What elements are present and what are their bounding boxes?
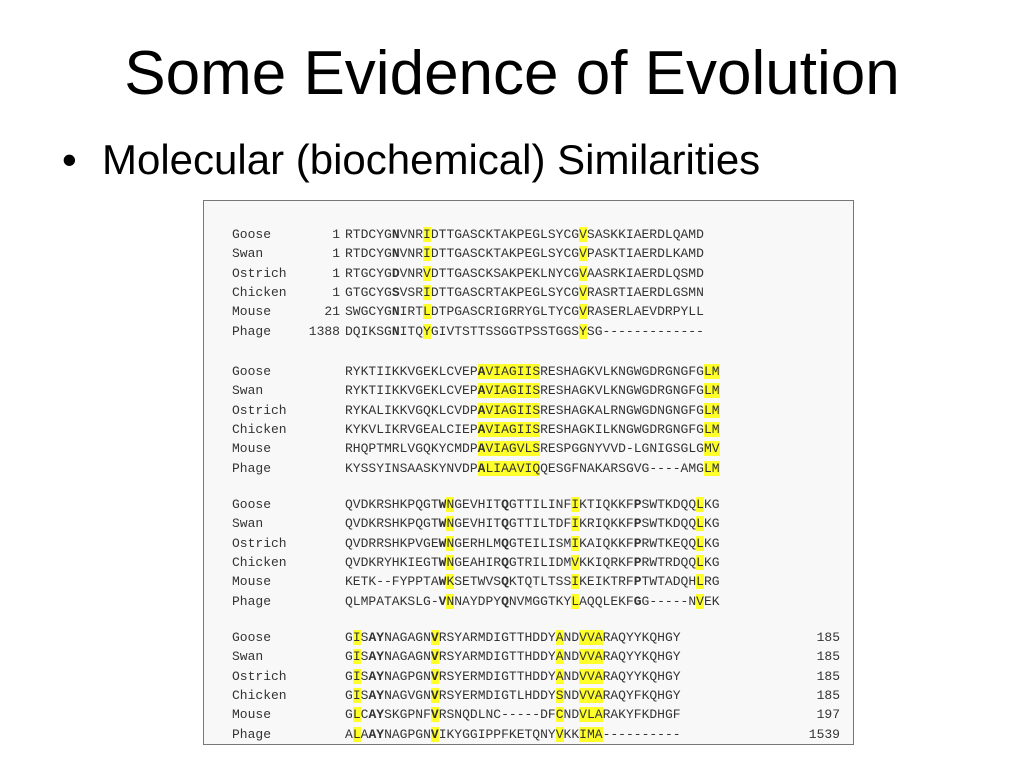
sequence: RTDCYGNVNRIDTTGASCKTAKPEGLSYCGVPASKTIAER… [345, 246, 704, 262]
start-position: 1 [332, 246, 340, 262]
alignment-row: Mouse RHQPTMRLVGQKYCMDPAVIAGVLSRESPGGNYVV… [204, 439, 853, 458]
species-name: Ostrich [232, 402, 287, 418]
sequence: QVDKRSHKPQGTWNGEVHITQGTTILTDFIKRIQKKFPSW… [345, 516, 720, 532]
species-name: Swan [232, 246, 264, 262]
sequence: GLCAYSKGPNFVRSNQDLNC-----DFCNDVLARAKYFKD… [345, 707, 681, 723]
alignment-row: Goose QVDKRSHKPQGTWNGEVHITQGTTILINFIKTIQK… [204, 495, 853, 514]
alignment-row: Phage ALAAYNAGPGNVIKYGGIPPFKETQNYVKKIMA--… [204, 725, 853, 744]
end-position: 185 [816, 668, 840, 684]
species-name: Goose [232, 497, 272, 512]
species-name: Goose [232, 630, 272, 645]
alignment-row: Ostrich GISAYNAGPGNVRSYERMDIGTTHDDYANDVVA… [204, 667, 853, 686]
sequence: RYKTIIKKVGEKLCVEPAVIAGIISRESHAGKVLKNGWGD… [345, 364, 720, 379]
alignment-row: Swan QVDKRSHKPQGTWNGEVHITQGTTILTDFIKRIQKK… [204, 514, 853, 533]
alignment-row: Goose RYKTIIKKVGEKLCVEPAVIAGIISRESHAGKVLK… [204, 362, 853, 381]
end-position: 197 [816, 707, 840, 723]
species-name: Mouse [232, 441, 272, 457]
species-name: Goose [232, 364, 272, 379]
species-name: Chicken [232, 284, 287, 300]
sequence: DQIKSGNITQYGIVTSTTSSGGTPSSTGGSYSG-------… [345, 323, 704, 339]
sequence: GISAYNAGPGNVRSYERMDIGTTHDDYANDVVARAQYYKQ… [345, 668, 681, 684]
species-name: Ostrich [232, 265, 287, 281]
sequence: KYKVLIKRVGEALCIEPAVIAGIISRESHAGKILKNGWGD… [345, 421, 720, 437]
sequence: KYSSYINSAASKYNVDPALIAAVIQQESGFNAKARSGVG-… [345, 460, 720, 476]
species-name: Ostrich [232, 535, 287, 551]
species-name: Phage [232, 460, 272, 476]
alignment-row: Ostrich QVDRRSHKPVGEWNGERHLMQGTEILISMIKAI… [204, 534, 853, 553]
species-name: Chicken [232, 687, 287, 703]
alignment-row: Mouse GLCAYSKGPNFVRSNQDLNC-----DFCNDVLARA… [204, 705, 853, 724]
alignment-row: Swan 1 RTDCYGNVNRIDTTGASCKTAKPEGLSYCGVPASK… [204, 244, 853, 263]
start-position: 21 [324, 304, 340, 320]
species-name: Swan [232, 516, 264, 532]
sequence: RTGCYGDVNRVDTTGASCKSAKPEKLNYCGVAASRKIAER… [345, 265, 704, 281]
sequence: SWGCYGNIRTLDTPGASCRIGRRYGLTYCGVRASERLAEV… [345, 304, 704, 320]
alignment-row: Chicken KYKVLIKRVGEALCIEPAVIAGIISRESHAGKI… [204, 420, 853, 439]
species-name: Mouse [232, 707, 272, 723]
species-name: Phage [232, 593, 272, 609]
end-position: 185 [816, 687, 840, 703]
sequence: GISAYNAGAGNVRSYARMDIGTTHDDYANDVVARAQYYKQ… [345, 630, 681, 645]
species-name: Ostrich [232, 668, 287, 684]
alignment-row: Goose GISAYNAGAGNVRSYARMDIGTTHDDYANDVVARA… [204, 628, 853, 647]
sequence: QLMPATAKSLG-VNNAYDPYQNVMGGTKYLAQQLEKFGG-… [345, 593, 720, 609]
sequence: ALAAYNAGPGNVIKYGGIPPFKETQNYVKKIMA-------… [345, 726, 681, 742]
start-position: 1 [332, 284, 340, 300]
bullet-icon: • [62, 136, 77, 183]
alignment-row: Chicken 1 GTGCYGSVSRIDTTGASCRTAKPEGLSYCGVR… [204, 283, 853, 302]
end-position: 1539 [808, 726, 840, 742]
start-position: 1 [332, 265, 340, 281]
species-name: Mouse [232, 574, 272, 590]
sequence: RHQPTMRLVGQKYCMDPAVIAGVLSRESPGGNYVVD-LGN… [345, 441, 720, 457]
alignment-row: Chicken QVDKRYHKIEGTWNGEAHIRQGTRILIDMVKKI… [204, 553, 853, 572]
sequence: GISAYNAGAGNVRSYARMDIGTTHDDYANDVVARAQYYKQ… [345, 649, 681, 665]
alignment-row: Phage 1388 DQIKSGNITQYGIVTSTTSSGGTPSSTGGSY… [204, 322, 853, 341]
end-position: 185 [816, 630, 840, 645]
species-name: Mouse [232, 304, 272, 320]
sequence: GISAYNAGVGNVRSYERMDIGTLHDDYSNDVVARAQYFKQ… [345, 687, 681, 703]
start-position: 1 [332, 227, 340, 242]
bullet-item: • Molecular (biochemical) Similarities [62, 130, 760, 190]
species-name: Chicken [232, 554, 287, 570]
bullet-text: Molecular (biochemical) Similarities [102, 136, 761, 183]
alignment-row: Goose 1 RTDCYGNVNRIDTTGASCKTAKPEGLSYCGVSAS… [204, 225, 853, 244]
alignment-row: Swan GISAYNAGAGNVRSYARMDIGTTHDDYANDVVARAQ… [204, 647, 853, 666]
species-name: Chicken [232, 421, 287, 437]
start-position: 1388 [308, 323, 340, 339]
sequence: RYKTIIKKVGEKLCVEPAVIAGIISRESHAGKVLKNGWGD… [345, 383, 720, 399]
sequence-alignment-figure: Goose 1 RTDCYGNVNRIDTTGASCKTAKPEGLSYCGVSAS… [203, 200, 854, 745]
alignment-row: Mouse 21 SWGCYGNIRTLDTPGASCRIGRRYGLTYCGVRA… [204, 302, 853, 321]
sequence: RTDCYGNVNRIDTTGASCKTAKPEGLSYCGVSASKKIAER… [345, 227, 704, 242]
alignment-row: Ostrich RYKALIKKVGQKLCVDPAVIAGIISRESHAGKA… [204, 401, 853, 420]
species-name: Swan [232, 383, 264, 399]
alignment-row: Swan RYKTIIKKVGEKLCVEPAVIAGIISRESHAGKVLKN… [204, 381, 853, 400]
alignment-row: Phage KYSSYINSAASKYNVDPALIAAVIQQESGFNAKAR… [204, 459, 853, 478]
species-name: Phage [232, 726, 272, 742]
alignment-row: Phage QLMPATAKSLG-VNNAYDPYQNVMGGTKYLAQQLE… [204, 592, 853, 611]
slide-title: Some Evidence of Evolution [124, 39, 900, 108]
alignment-row: Ostrich 1 RTGCYGDVNRVDTTGASCKSAKPEKLNYCGVA… [204, 264, 853, 283]
alignment-row: Chicken GISAYNAGVGNVRSYERMDIGTLHDDYSNDVVA… [204, 686, 853, 705]
sequence: QVDKRSHKPQGTWNGEVHITQGTTILINFIKTIQKKFPSW… [345, 497, 720, 512]
alignment-row: Mouse KETK--FYPPTAWKSETWVSQKTQTLTSSIKEIKT… [204, 572, 853, 591]
sequence: KETK--FYPPTAWKSETWVSQKTQTLTSSIKEIKTRFPTW… [345, 574, 720, 590]
sequence: QVDKRYHKIEGTWNGEAHIRQGTRILIDMVKKIQRKFPRW… [345, 554, 720, 570]
end-position: 185 [816, 649, 840, 665]
species-name: Goose [232, 227, 272, 242]
species-name: Phage [232, 323, 272, 339]
sequence: RYKALIKKVGQKLCVDPAVIAGIISRESHAGKALRNGWGD… [345, 402, 720, 418]
sequence: QVDRRSHKPVGEWNGERHLMQGTEILISMIKAIQKKFPRW… [345, 535, 720, 551]
species-name: Swan [232, 649, 264, 665]
sequence: GTGCYGSVSRIDTTGASCRTAKPEGLSYCGVRASRTIAER… [345, 284, 704, 300]
